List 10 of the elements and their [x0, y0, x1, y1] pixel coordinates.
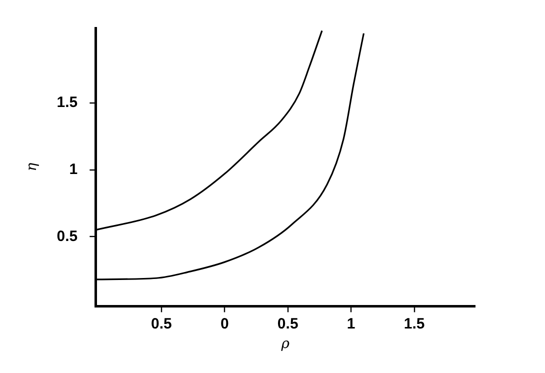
y-tick-label: 1 [69, 160, 78, 178]
y-tick-label: 0.5 [56, 228, 78, 245]
x-tick-label: 0.5 [150, 315, 172, 332]
x-tick-label: 1.5 [404, 315, 425, 332]
x-axis-title: ρ [280, 336, 290, 352]
x-tick-label: 0.5 [277, 315, 298, 332]
x-tick-label: 0 [220, 315, 229, 332]
y-tick-label: 1.5 [56, 94, 78, 112]
x-tick-label: 1 [346, 315, 356, 332]
y-axis-title: η [24, 162, 40, 172]
